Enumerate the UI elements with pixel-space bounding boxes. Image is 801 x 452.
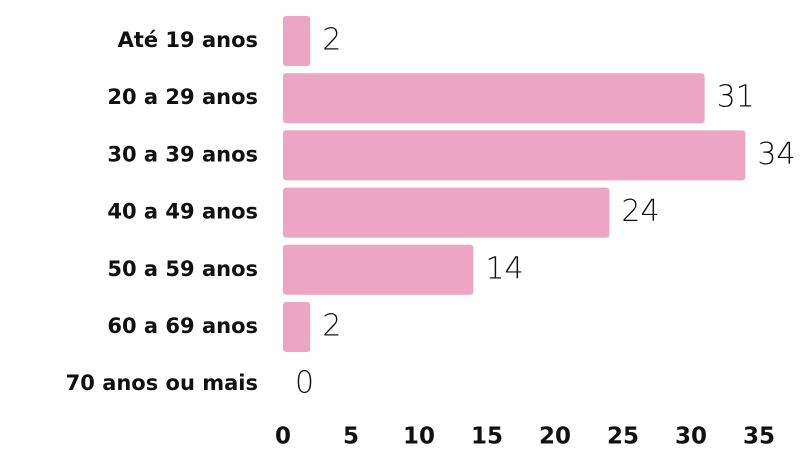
bar xyxy=(283,187,610,238)
x-tick-label: 30 xyxy=(675,424,707,449)
value-label: 0 xyxy=(295,366,314,401)
y-tick-label: Até 19 anos xyxy=(118,28,258,52)
bar xyxy=(283,302,311,352)
y-tick-label: 70 anos ou mais xyxy=(66,371,258,395)
x-tick-label: 15 xyxy=(471,424,503,449)
bar xyxy=(283,16,311,66)
x-tick-label: 5 xyxy=(343,424,359,449)
y-tick-label: 60 a 69 anos xyxy=(107,314,258,338)
bar xyxy=(283,130,746,181)
value-label: 31 xyxy=(717,80,755,115)
value-label: 14 xyxy=(485,251,523,286)
value-label: 34 xyxy=(757,137,795,172)
x-tick-label: 10 xyxy=(403,424,435,449)
bar xyxy=(283,73,705,124)
bar xyxy=(283,244,474,295)
value-label: 2 xyxy=(322,309,341,344)
value-label: 24 xyxy=(621,194,659,229)
x-tick-label: 35 xyxy=(743,424,775,449)
y-tick-label: 30 a 39 anos xyxy=(107,142,258,166)
y-tick-label: 40 a 49 anos xyxy=(107,200,258,224)
x-tick-label: 25 xyxy=(607,424,639,449)
y-tick-label: 20 a 29 anos xyxy=(107,85,258,109)
y-tick-label: 50 a 59 anos xyxy=(107,257,258,281)
x-tick-label: 0 xyxy=(275,424,291,449)
value-label: 2 xyxy=(322,23,341,58)
x-tick-label: 20 xyxy=(539,424,571,449)
